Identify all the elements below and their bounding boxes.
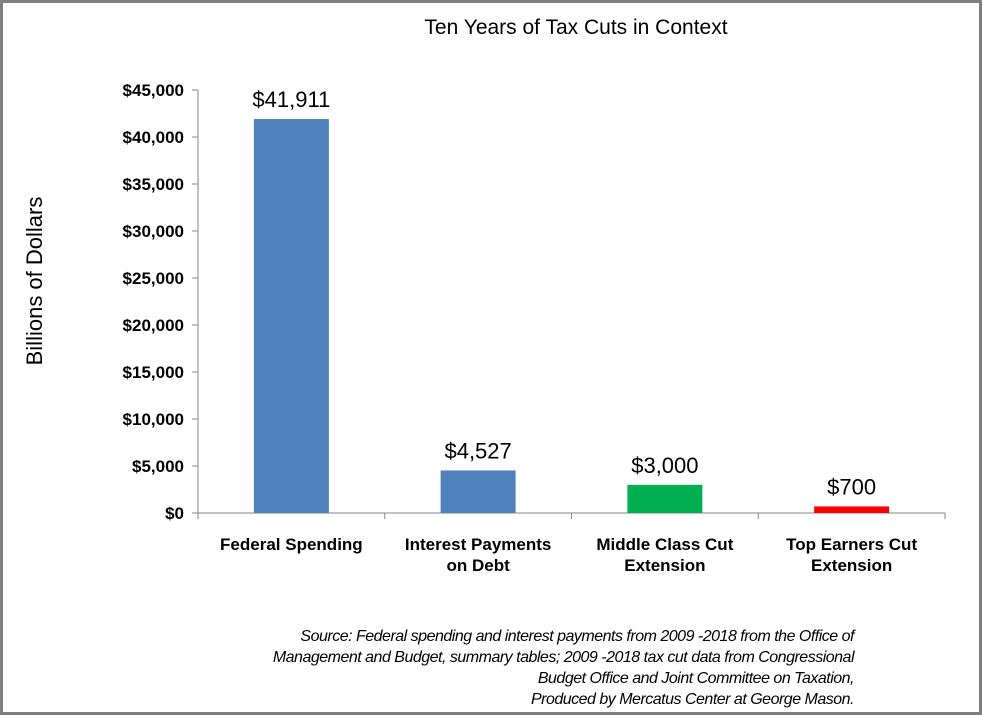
y-tick-label: $40,000: [123, 128, 184, 147]
source-line: Budget Office and Joint Committee on Tax…: [537, 670, 855, 687]
data-label: $3,000: [631, 453, 698, 478]
category-label: Interest Payments: [405, 535, 551, 554]
y-tick-label: $30,000: [123, 222, 184, 241]
category-label: on Debt: [446, 556, 510, 575]
category-label: Middle Class Cut: [596, 535, 733, 554]
y-tick-label: $0: [165, 504, 184, 523]
source-line: Produced by Mercatus Center at George Ma…: [530, 691, 855, 708]
y-tick-label: $35,000: [123, 175, 184, 194]
y-tick-label: $10,000: [123, 410, 184, 429]
y-tick-label: $25,000: [123, 269, 184, 288]
y-tick-label: $20,000: [123, 316, 184, 335]
source-note: Source: Federal spending and interest pa…: [272, 626, 855, 710]
category-label: Top Earners Cut: [786, 535, 917, 554]
bar: [440, 470, 516, 513]
y-tick-label: $45,000: [123, 81, 184, 100]
category-label: Extension: [811, 556, 892, 575]
bar: [814, 506, 890, 513]
y-tick-label: $15,000: [123, 363, 184, 382]
category-label: Federal Spending: [220, 535, 363, 554]
source-line: Source: Federal spending and interest pa…: [300, 628, 854, 645]
y-tick-label: $5,000: [132, 457, 184, 476]
data-label: $4,527: [444, 438, 511, 463]
category-label: Extension: [624, 556, 705, 575]
data-label: $700: [827, 474, 876, 499]
source-line: Management and Budget, summary tables; 2…: [272, 649, 855, 666]
data-label: $41,911: [252, 87, 330, 112]
bar: [627, 484, 703, 513]
bar: [253, 119, 329, 514]
chart-title: Ten Years of Tax Cuts in Context: [424, 16, 728, 39]
